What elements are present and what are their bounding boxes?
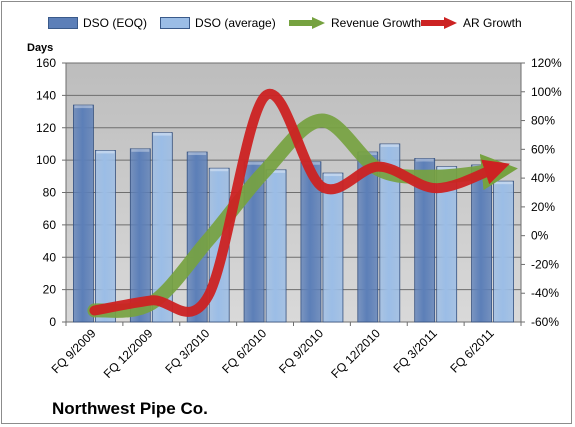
y-left-tick-label: 100 — [36, 153, 56, 167]
y-left-tick-label: 80 — [43, 186, 57, 200]
x-tick-label: FQ 9/2010 — [276, 326, 326, 376]
bar-dso-average — [95, 150, 116, 323]
legend-swatch-dso-eoq — [48, 17, 78, 29]
y-axis-left-title: Days — [27, 42, 54, 54]
bar-top-highlight — [437, 166, 456, 170]
line-ar-growth — [89, 88, 510, 317]
x-tick-label: FQ 9/2009 — [49, 326, 99, 376]
y-right-tick-label: -40% — [531, 286, 559, 300]
y-left-tick-label: 140 — [36, 88, 56, 102]
legend-swatch-dso-average — [160, 17, 190, 29]
bar-top-highlight — [74, 105, 93, 109]
bar-top-highlight — [494, 181, 513, 185]
legend-arrow-ar-growth — [421, 17, 457, 29]
y-right-tick-label: -20% — [531, 257, 559, 271]
legend-label-ar-growth: AR Growth — [463, 16, 522, 30]
y-right-tick-label: 60% — [531, 142, 555, 156]
bar-dso-average — [436, 166, 458, 323]
x-tick-label: FQ 3/2011 — [390, 326, 440, 376]
x-tick-label: FQ 12/2009 — [101, 326, 156, 381]
bar-top-highlight — [415, 158, 434, 162]
x-tick-label: FQ 3/2010 — [162, 326, 212, 376]
bar-top-highlight — [323, 173, 342, 177]
x-tick-label: FQ 12/2010 — [328, 326, 383, 381]
bar-dso-average — [493, 180, 514, 323]
x-tick-label: FQ 6/2010 — [219, 326, 269, 376]
legend-label-revenue-growth: Revenue Growth — [331, 16, 422, 30]
y-left-tick-label: 0 — [49, 315, 56, 329]
legend-label-dso-average: DSO (average) — [195, 16, 276, 30]
y-left-tick-label: 40 — [43, 250, 57, 264]
bar-dso-eoq — [471, 164, 492, 323]
y-left-tick-label: 120 — [36, 121, 56, 135]
x-tick-label: FQ 6/2011 — [447, 326, 497, 376]
legend: DSO (EOQ) DSO (average) Revenue Growth A… — [48, 14, 548, 34]
legend-arrow-revenue-growth — [289, 17, 325, 29]
legend-label-dso-eoq: DSO (EOQ) — [83, 16, 148, 30]
y-right-tick-label: 20% — [531, 200, 555, 214]
bar-top-highlight — [96, 150, 115, 154]
legend-item-ar-growth: AR Growth — [420, 16, 522, 30]
bar-top-highlight — [267, 169, 286, 173]
line-revenue-growth — [87, 113, 518, 318]
bar-dso-eoq — [414, 158, 436, 323]
y-right-tick-label: 0% — [531, 229, 549, 243]
bar-top-highlight — [245, 161, 264, 165]
y-right-tick-label: -60% — [531, 315, 559, 329]
company-name: Northwest Pipe Co. — [52, 399, 208, 418]
legend-item-revenue-growth: Revenue Growth — [288, 16, 421, 30]
y-right-tick-label: 120% — [531, 56, 562, 70]
legend-arrow-head — [444, 17, 457, 29]
y-left-tick-label: 160 — [36, 56, 56, 70]
bar-dso-average — [379, 143, 401, 323]
bar-dso-average — [322, 172, 344, 323]
bar-dso-average — [151, 132, 173, 323]
y-left-tick-label: 60 — [43, 218, 57, 232]
legend-arrow-head — [312, 17, 325, 29]
bar-dso-eoq — [129, 148, 151, 323]
bar-top-highlight — [131, 148, 150, 152]
y-right-tick-label: 100% — [531, 85, 562, 99]
bar-dso-eoq — [243, 161, 265, 323]
bar-top-highlight — [188, 152, 207, 156]
legend-item-dso-eoq: DSO (EOQ) — [48, 16, 147, 30]
y-right-tick-label: 40% — [531, 171, 555, 185]
bar-top-highlight — [153, 132, 172, 136]
bar-top-highlight — [380, 143, 399, 147]
y-left-tick-label: 20 — [43, 283, 57, 297]
bar-dso-eoq — [73, 104, 94, 323]
bar-dso-average — [265, 169, 287, 323]
y-right-tick-label: 80% — [531, 114, 555, 128]
bar-top-highlight — [210, 168, 229, 172]
legend-item-dso-average: DSO (average) — [160, 16, 276, 30]
